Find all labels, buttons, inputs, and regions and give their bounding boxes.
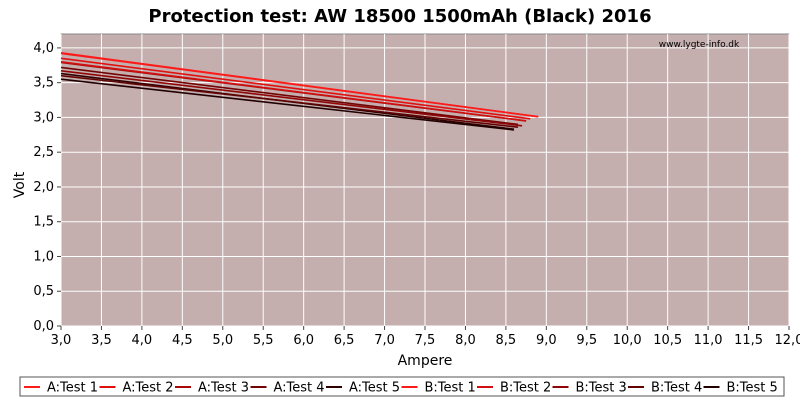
legend-label: B:Test 4 — [651, 381, 702, 396]
x-tick-label: 7,0 — [374, 333, 395, 348]
series-line-2 — [60, 57, 531, 120]
x-tick-label: 6,5 — [334, 333, 355, 348]
y-tick-label: 3,0 — [33, 110, 54, 125]
series-line-9 — [60, 74, 519, 128]
x-tick-label: 8,5 — [496, 333, 517, 348]
series-lines — [60, 52, 539, 131]
legend-label: A:Test 2 — [123, 381, 174, 396]
y-tick-label: 1,0 — [33, 249, 54, 264]
legend-label: B:Test 2 — [500, 381, 551, 396]
x-axis-ticks: 3,0 3,5 4,0 4,5 5,0 5,5 6,0 6,5 7,0 7,5 8,0 8,5 9,0 9… — [51, 326, 800, 348]
chart-title: Protection test: AW 18500 1500mAh (Black… — [148, 6, 651, 27]
series-line-4 — [60, 66, 519, 126]
x-tick-label: 12,0 — [775, 333, 800, 348]
x-axis-label: Ampere — [398, 353, 453, 369]
x-tick-label: 4,0 — [132, 333, 153, 348]
x-tick-label: 3,5 — [91, 333, 112, 348]
y-tick-label: 2,5 — [33, 145, 54, 160]
x-tick-label: 9,5 — [576, 333, 597, 348]
legend-label: A:Test 3 — [198, 381, 249, 396]
x-tick-label: 8,0 — [455, 333, 476, 348]
legend-label: A:Test 5 — [349, 381, 400, 396]
x-tick-label: 11,0 — [694, 333, 723, 348]
x-tick-label: 9,0 — [536, 333, 557, 348]
x-tick-label: 5,0 — [212, 333, 233, 348]
x-tick-label: 7,5 — [415, 333, 436, 348]
legend-label: A:Test 4 — [274, 381, 325, 396]
legend-label: B:Test 5 — [727, 381, 778, 396]
x-tick-label: 10,0 — [613, 333, 642, 348]
legend-label: A:Test 1 — [47, 381, 98, 396]
y-tick-label: 0,0 — [33, 319, 54, 334]
y-tick-label: 3,5 — [33, 76, 54, 91]
y-axis-label: Volt — [12, 171, 28, 198]
y-tick-label: 4,0 — [33, 41, 54, 56]
y-tick-label: 1,5 — [33, 215, 54, 230]
y-tick-label: 2,0 — [33, 180, 54, 195]
x-tick-label: 4,5 — [172, 333, 193, 348]
legend: A:Test 1 A:Test 2 A:Test 3 A:Test 4 A:Test 5… — [24, 381, 778, 396]
x-tick-label: 6,0 — [293, 333, 314, 348]
series-line-10 — [60, 78, 515, 131]
x-tick-label: 3,0 — [51, 333, 72, 348]
series-line-8 — [60, 70, 523, 127]
watermark: www.lygte-info.dk — [659, 40, 740, 50]
series-line-6 — [60, 52, 539, 118]
y-axis-ticks: 0,0 0,5 1,0 1,5 2,0 2,5 3,0 3,5 4,0 — [33, 41, 61, 334]
legend-label: B:Test 3 — [576, 381, 627, 396]
x-tick-label: 5,5 — [253, 333, 274, 348]
x-tick-label: 10,5 — [653, 333, 682, 348]
series-line-7 — [60, 61, 527, 122]
x-tick-label: 11,5 — [734, 333, 763, 348]
legend-label: B:Test 1 — [425, 381, 476, 396]
y-tick-label: 0,5 — [33, 284, 54, 299]
